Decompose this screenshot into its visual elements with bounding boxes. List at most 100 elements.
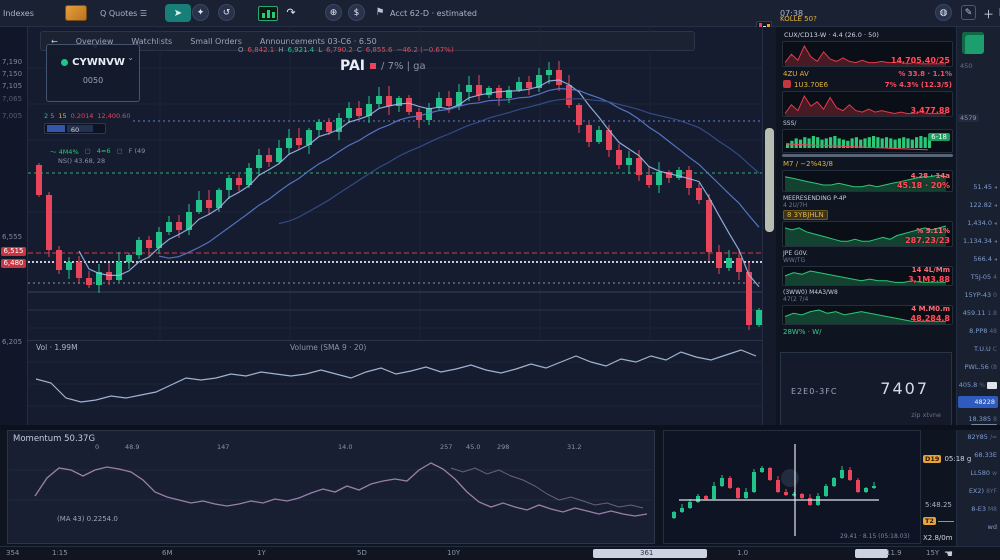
ladder-row[interactable]: wd	[956, 518, 1000, 536]
timeline-label[interactable]: 6M	[162, 549, 173, 557]
notifications-icon[interactable]: ✦	[192, 4, 209, 21]
watchlist-row[interactable]: 28W% · W/	[783, 328, 952, 336]
back-button[interactable]: ←	[51, 36, 58, 46]
currency-icon[interactable]: $	[348, 4, 365, 21]
mini-scrollbar[interactable]	[782, 154, 953, 157]
globe-icon[interactable]: ⊕	[325, 4, 342, 21]
watchlist-row[interactable]: SSS/	[783, 120, 952, 127]
watchlist-card[interactable]: 45.18 · 20% 4.28 · 14a	[782, 170, 953, 192]
sparkline-chart	[784, 94, 946, 116]
oscillator-title: Momentum 50.37G	[13, 434, 96, 444]
timeline-label[interactable]: 1Y	[257, 549, 266, 557]
timeline-label[interactable]: 1:15	[52, 549, 68, 557]
timeline-label[interactable]: 354	[6, 549, 20, 557]
ladder-row[interactable]: PWL.56 (8	[956, 358, 1000, 376]
stat-value: 0.2014	[70, 112, 94, 120]
ladder-row[interactable]: 48228	[958, 396, 998, 408]
ladder-input-box[interactable]	[987, 381, 997, 389]
ohlc-value: C	[356, 46, 362, 54]
ladder-row[interactable]: 15YP-43 0	[956, 286, 1000, 304]
watchlist-card[interactable]: 3,477.88	[782, 91, 953, 117]
watchlist-row[interactable]: MEERESENDING P-4P 4 2U/7H	[783, 195, 952, 209]
sentiment-bar: 60	[44, 123, 106, 134]
ladder-row[interactable]: 51.45 ◂	[956, 178, 1000, 196]
ladder-row[interactable]: EX2) 8YF	[956, 482, 1000, 500]
timeline-label[interactable]: 1.0	[737, 549, 749, 557]
chevron-down-icon[interactable]: ⌄	[127, 53, 134, 62]
pin-icon[interactable]: ⚑	[375, 7, 385, 18]
ladder-row[interactable]: 459.11 1.8	[956, 304, 1000, 322]
menu-item-3[interactable]: Announcements 03-C6 · 6.50	[259, 36, 377, 46]
watchlist-row[interactable]: 4ZU AV % 33.8 · 1.1%	[783, 70, 952, 78]
oscillator-chart[interactable]	[7, 430, 655, 544]
ladder-size: ◂	[993, 237, 997, 245]
ladder-row[interactable]: 68.33E	[956, 446, 1000, 464]
watchlist-card[interactable]: 287.23/23% 5.11%	[782, 221, 953, 247]
chart-scrollbar-thumb[interactable]	[765, 128, 774, 232]
timeline-label[interactable]: 10Y	[447, 549, 461, 557]
timeline-bar[interactable]: 354 1:15 6M 1Y 5D 10Y 361 1.0 11.9 15Y ☚	[0, 546, 1000, 560]
indicator-legend-2[interactable]: NS() 43.68, 28	[58, 157, 106, 165]
timeline-label[interactable]: 5D	[357, 549, 367, 557]
hand-cursor-icon: ☚	[944, 549, 953, 560]
pane-divider	[28, 340, 762, 341]
refresh-icon[interactable]: ↺	[218, 4, 235, 21]
ladder-row[interactable]: 566.4 ◂	[956, 250, 1000, 268]
volume-label: Vol · 1.99M	[36, 343, 78, 352]
volume-chart[interactable]	[28, 340, 762, 425]
watchlist-card[interactable]: CUX/CD13-W · 4.4 (26.0 · 50) 14,705.40/25	[782, 31, 953, 67]
ohlc-value: 6,855.6	[365, 46, 393, 54]
add-panel-button[interactable]: ＋	[983, 8, 994, 21]
symbol-selector[interactable]: CYWNVW ⌄ 0050	[46, 44, 140, 102]
osc-tick-label: 257	[440, 443, 453, 451]
watchlist-change: 4 M.M0.m	[911, 305, 950, 313]
summary-panel: E2E0-3FC 7407 zip xtvne	[780, 352, 952, 426]
watchlist-chip[interactable]: KOLLE 50?	[780, 15, 817, 23]
menu-item-0[interactable]: Overview	[75, 36, 114, 46]
timeline-label[interactable]: 361	[640, 549, 654, 557]
axis-label: 7,150	[2, 70, 23, 78]
watchlist-row[interactable]: (3WW0) M4A3/W8 47(2 7/4	[783, 289, 952, 303]
ladder-row[interactable]: 82Y85/=	[956, 428, 1000, 446]
ladder-row[interactable]: 1,134.34 ◂	[956, 232, 1000, 250]
mini-chart-panel[interactable]	[663, 430, 921, 544]
menu-item-1[interactable]: Watchlists	[131, 36, 173, 46]
ladder-row[interactable]: 405.8%	[956, 376, 1000, 394]
menu-item-2[interactable]: Small Orders	[190, 36, 242, 46]
candlestick-chart[interactable]	[28, 27, 762, 340]
market-chart-icon[interactable]	[258, 6, 278, 21]
swoosh-icon[interactable]: ↷	[286, 5, 296, 19]
ladder-row[interactable]: T5J-05 4	[956, 268, 1000, 286]
indicator-legend-1[interactable]: 〜 4M4% ▢ 4≈6 ▢ F (49	[50, 146, 145, 156]
watchlist-row[interactable]: 1U3.70E6 7% 4.3% (12.3/5)	[783, 80, 952, 89]
buy-panel-icon[interactable]	[962, 32, 984, 54]
ladder-row[interactable]: 1,434.0 ◂	[956, 214, 1000, 232]
app-logo-icon[interactable]	[65, 5, 87, 21]
ladder-row[interactable]: 122.82 ◂	[956, 196, 1000, 214]
timeline-thumb[interactable]	[593, 549, 707, 558]
oscillator-panel[interactable]	[7, 430, 655, 544]
timeline-label[interactable]: 11.9	[886, 549, 902, 557]
ladder-row[interactable]: T.U.U C	[956, 340, 1000, 358]
timeline-label[interactable]: 15Y	[926, 549, 940, 557]
watchlist-card[interactable]: 6-18	[782, 129, 953, 157]
symbol-name: CYWNVW	[72, 57, 125, 68]
sparkline-chart	[784, 309, 946, 324]
ladder-row[interactable]: 8.PP8 48	[956, 322, 1000, 340]
timeline-thumb[interactable]	[855, 549, 888, 558]
gain-badge: 6-18	[928, 133, 950, 141]
watchlist-row[interactable]: JPE G0V. WW/TG	[783, 250, 952, 264]
edit-icon[interactable]: ✎	[961, 5, 976, 20]
send-order-button[interactable]: ➤	[165, 4, 191, 22]
watchlist-card[interactable]: 48.284.8 4 M.M0.m	[782, 305, 953, 325]
watchlist-row[interactable]: 8 3YBJHLN	[783, 210, 952, 220]
ladder-row[interactable]: 8-E3 M8	[956, 500, 1000, 518]
watchlist-price: 3,477.88	[910, 106, 950, 115]
ladder-row[interactable]: LL580 w	[956, 464, 1000, 482]
watchlist-row[interactable]: M7 / −2%43/8	[783, 160, 952, 168]
watchlist-ticker: M7 / −2%43/8	[783, 160, 833, 168]
watchlist-card[interactable]: 3,1M3.88 14 4L/Mm	[782, 266, 953, 286]
quotes-search[interactable]: Q Quotes ☰	[100, 9, 148, 18]
help-icon[interactable]: ◍	[935, 4, 952, 21]
mini-candlestick-chart[interactable]	[663, 430, 921, 544]
